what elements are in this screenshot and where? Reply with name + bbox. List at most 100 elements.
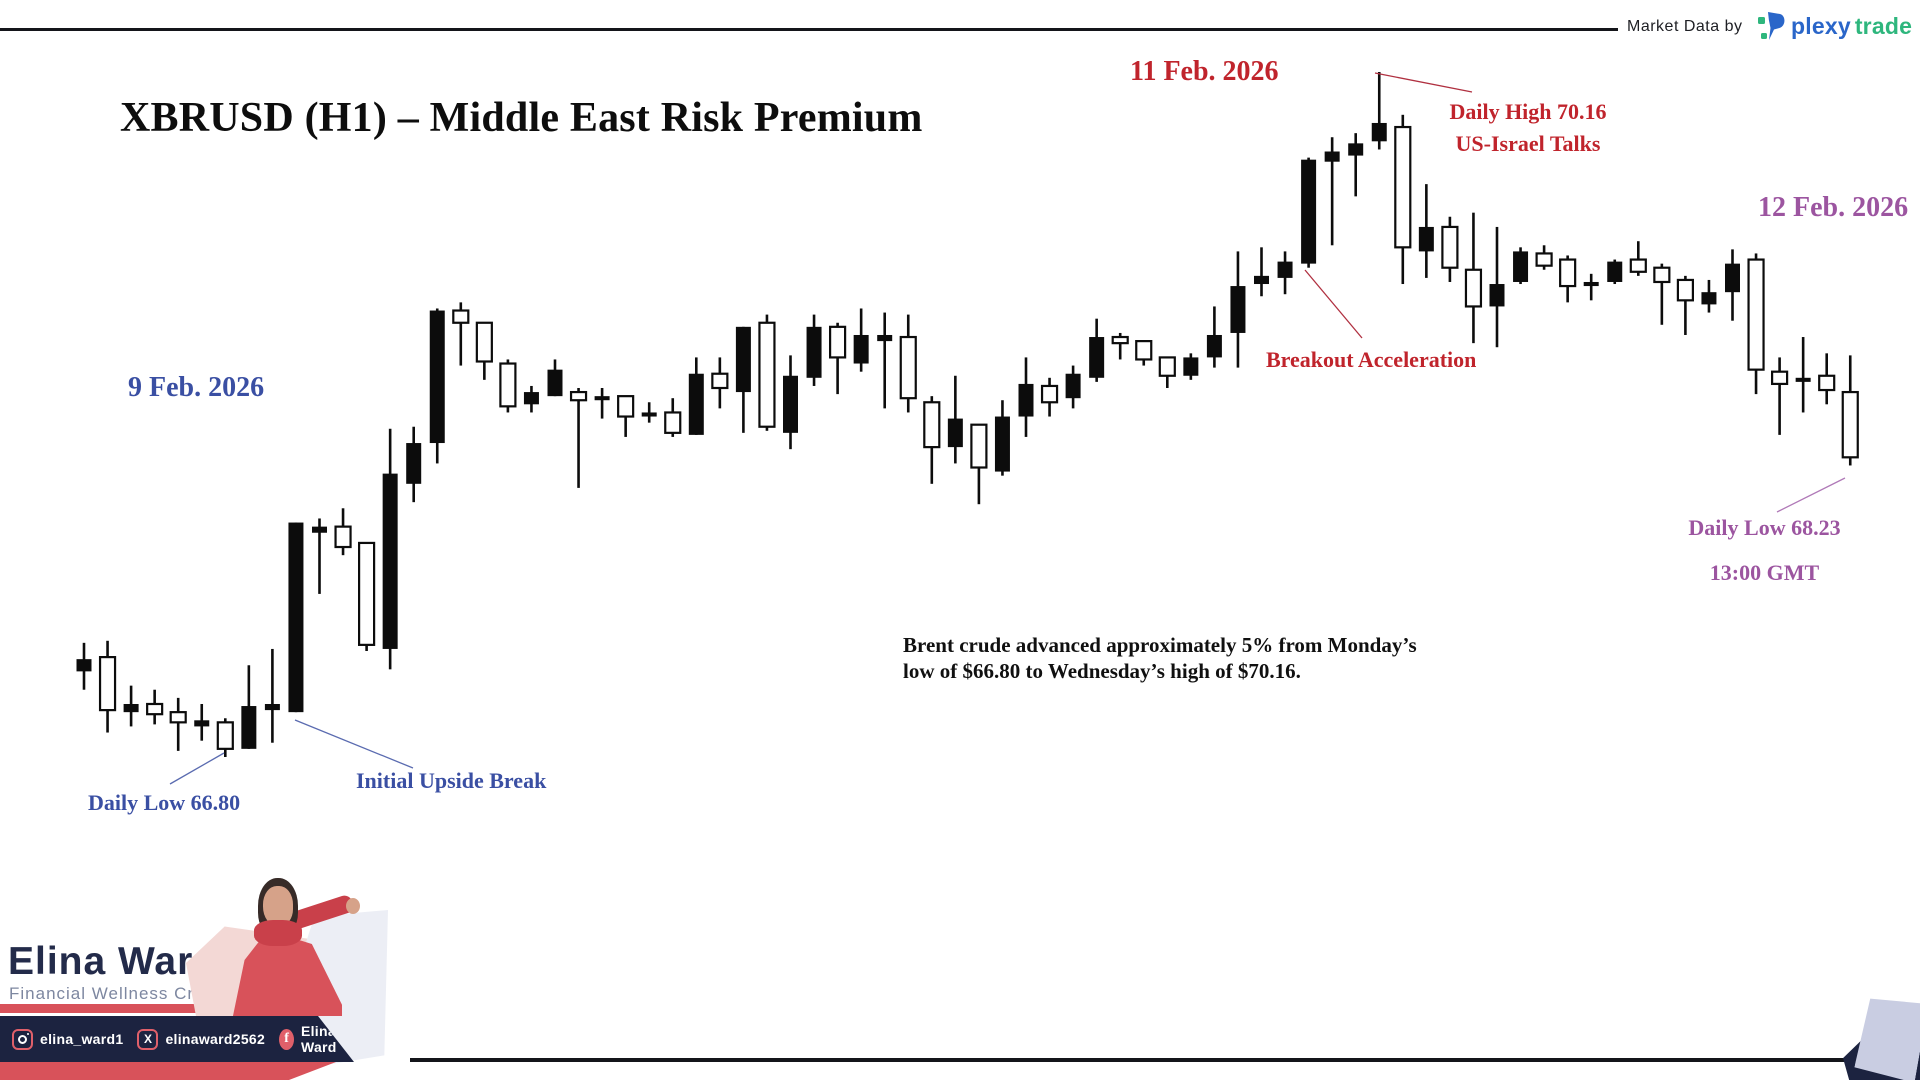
facebook-icon: f [279,1028,294,1050]
social-item-x: X elinaward2562 [137,1028,266,1050]
photo-face [263,886,293,926]
candle-61 [1489,226,1505,348]
candle-21 [547,359,563,397]
candle-76 [1841,355,1859,466]
candle-71 [1725,249,1740,321]
chart-caption: Brent crude advanced approximately 5% fr… [903,632,1463,685]
pointer-initial-break [294,719,414,769]
candle-57 [1394,114,1412,285]
candle-16 [429,308,445,464]
candle-23 [594,387,610,419]
annotation-daily-high: Daily High 70.16 US-Israel Talks [1408,96,1648,160]
candle-52 [1277,251,1293,295]
social-item-instagram: elina_ward1 [12,1028,124,1050]
bottom-divider [410,1058,1856,1062]
creator-name: Elina Ward [8,940,219,983]
candle-33 [828,322,847,395]
creator-tagline: Financial Wellness Creator [9,984,238,1003]
x-handle: elinaward2562 [165,1031,266,1047]
candle-74 [1795,337,1811,413]
candle-68 [1653,263,1671,325]
candle-72 [1747,253,1765,395]
candle-41 [1018,357,1034,437]
pointer-daily-low-12 [1776,477,1846,513]
annotation-breakout: Breakout Acceleration [1266,347,1477,372]
candle-54 [1324,137,1340,246]
social-bar: elina_ward1 X elinaward2562 f Elina Ward [0,1016,354,1062]
candle-51 [1254,247,1269,297]
candle-25 [641,402,657,423]
candle-64 [1559,255,1577,303]
candle-11 [312,518,327,594]
market-data-label: Market Data by [1627,18,1743,35]
candle-67 [1629,241,1647,276]
annotation-daily-low-9feb: Daily Low 66.80 [88,790,241,815]
candle-36 [899,314,917,413]
date-label-12feb: 12 Feb. 2026 [1758,192,1909,223]
candle-53 [1301,157,1317,268]
candle-14 [382,428,398,670]
x-icon: X [137,1028,159,1050]
candle-50 [1230,251,1246,368]
candle-75 [1818,353,1836,405]
chart-caption-line1: Brent crude advanced approximately 5% fr… [903,633,1417,657]
annotation-daily-low-12feb-line2: 13:00 GMT [1709,559,1820,585]
date-label-9feb: 9 Feb. 2026 [128,372,265,403]
chart-caption-line2: low of $66.80 to Wednesday’s high of $70… [903,659,1301,684]
pointer-daily-low-9 [169,752,225,785]
candle-15 [406,426,422,503]
candle-34 [853,308,869,372]
candle-62 [1513,247,1529,285]
candle-9 [264,648,280,743]
candle-60 [1464,212,1483,344]
candle-1 [76,642,92,690]
candle-5 [169,697,187,751]
candle-58 [1418,184,1434,278]
candle-17 [452,302,470,366]
candle-43 [1065,365,1081,409]
date-label-11feb: 11 Feb. 2026 [1130,56,1279,87]
candle-22 [569,387,588,488]
candle-40 [994,400,1010,476]
candle-2 [98,640,117,733]
candle-29 [735,326,751,433]
logo-word-trade: trade [1854,12,1913,39]
candle-8 [241,665,257,749]
candle-20 [523,385,539,413]
candle-6 [194,703,210,741]
candle-3 [123,685,139,727]
pointer-daily-high [1374,72,1473,93]
annotation-daily-low-12feb-line1: Daily Low 68.23 [1688,515,1841,540]
annotation-daily-high-line1: Daily High 70.16 [1449,99,1607,124]
candle-30 [758,314,776,431]
plexytrade-icon [1758,12,1785,40]
photo-hand [346,898,360,914]
candle-31 [783,355,798,450]
candle-55 [1348,133,1364,197]
candle-13 [358,541,376,651]
candle-59 [1441,216,1459,282]
candle-10 [288,522,304,713]
candle-38 [947,375,963,464]
candle-70 [1701,279,1717,313]
candle-73 [1770,357,1789,435]
candle-4 [146,689,164,725]
annotation-daily-low-12feb: Daily Low 68.23 13:00 GMT [1672,512,1857,589]
candle-35 [877,312,893,409]
logo-word-plexy: plexy [1791,12,1851,39]
candle-66 [1607,259,1623,285]
instagram-icon [12,1028,33,1050]
candle-56 [1371,71,1387,150]
candle-48 [1183,353,1199,380]
candle-45 [1111,332,1129,360]
candle-32 [806,314,822,386]
candle-18 [475,321,493,380]
photo-scarf-neck [254,920,302,946]
candle-37 [923,396,941,484]
candle-65 [1583,273,1599,301]
plexytrade-logo: plexy trade [1757,10,1912,42]
candle-46 [1135,340,1153,366]
instagram-handle: elina_ward1 [40,1031,124,1047]
candle-39 [970,423,988,505]
